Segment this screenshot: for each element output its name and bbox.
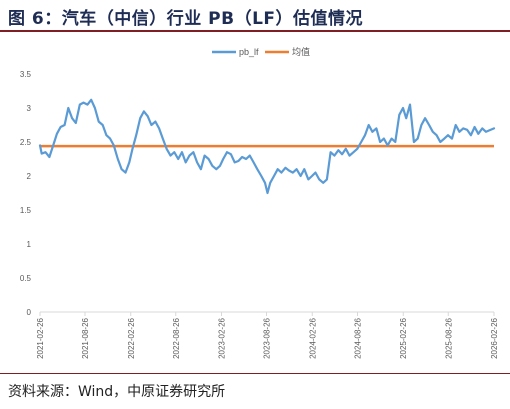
y-tick-label: 0.5 [20, 274, 32, 283]
x-tick-label: 2025-08-26 [444, 317, 453, 358]
x-tick-label: 2024-08-26 [354, 317, 363, 358]
legend: pb_lf 均值 [212, 46, 310, 57]
source-note: 资料来源：Wind，中原证券研究所 [8, 384, 226, 400]
y-tick-label: 3.5 [20, 70, 32, 79]
x-tick-label: 2021-02-26 [36, 317, 45, 358]
x-axis: 2021-02-26 2021-08-26 2022-02-26 2022-08-26… [36, 311, 499, 359]
legend-label-pb-lf: pb_lf [239, 47, 259, 57]
x-tick-label: 2023-02-26 [218, 317, 227, 358]
y-tick-label: 2 [27, 172, 32, 181]
x-tick-label: 2023-08-26 [263, 317, 272, 358]
y-tick-label: 2.5 [20, 138, 32, 147]
y-tick-label: 1 [27, 240, 32, 249]
x-tick-label: 2022-02-26 [127, 317, 136, 358]
title-rule [0, 30, 510, 32]
legend-label-mean: 均值 [292, 46, 310, 57]
source-rule [0, 373, 510, 374]
y-axis: 0 0.5 1 1.5 2 2.5 3 3.5 [20, 70, 32, 317]
x-tick-label: 2026-02-26 [490, 317, 499, 358]
y-tick-label: 1.5 [20, 206, 32, 215]
x-tick-label: 2022-08-26 [172, 317, 181, 358]
x-tick-label: 2021-08-26 [81, 317, 90, 358]
y-tick-label: 0 [27, 308, 32, 317]
series-line-pb-lf [38, 98, 496, 195]
x-tick-label: 2025-02-26 [399, 317, 408, 358]
figure-title: 图 6：汽车（中信）行业 PB（LF）估值情况 [8, 9, 364, 29]
y-tick-label: 3 [27, 104, 32, 113]
line-chart: pb_lf 均值 00.511.522.533.5 2021-02-26 2021… [20, 46, 499, 359]
x-tick-label: 2024-02-26 [308, 317, 317, 358]
plot-area [38, 98, 496, 195]
